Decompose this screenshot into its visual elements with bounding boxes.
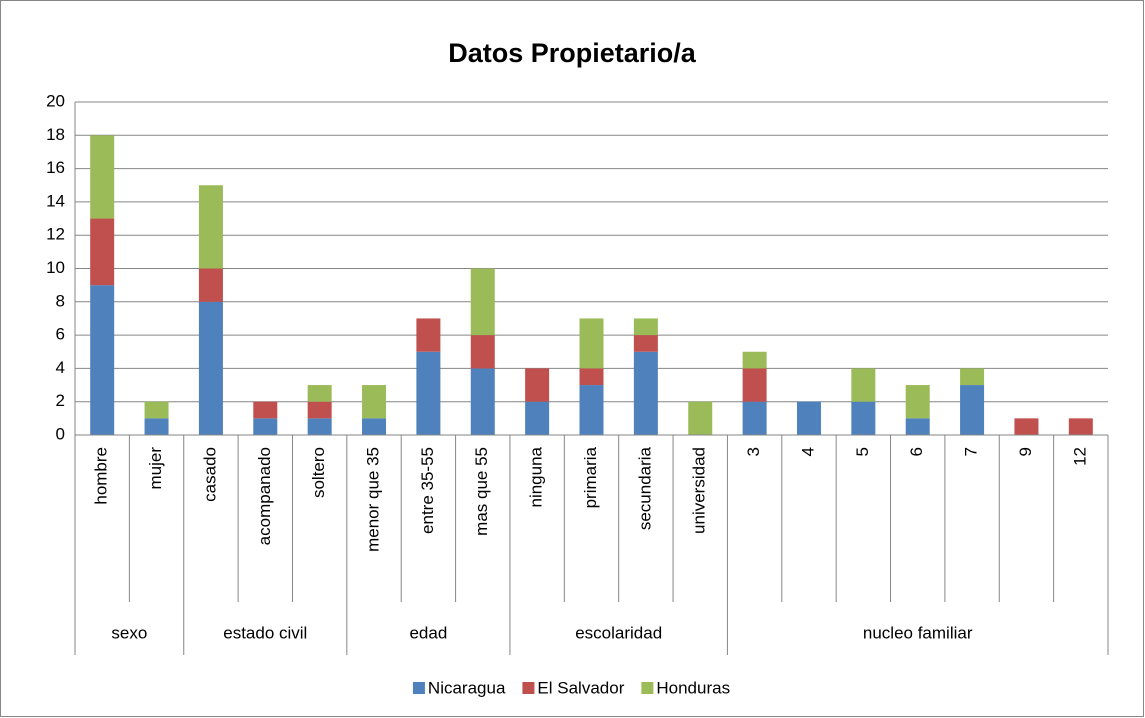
bar-segment	[851, 401, 876, 435]
group-label: nucleo familiar	[863, 623, 973, 642]
y-tick-label: 14	[46, 191, 65, 210]
bar-segment	[960, 385, 985, 435]
y-tick-label: 8	[56, 291, 65, 310]
bar-segment	[144, 401, 169, 419]
x-tick-label: soltero	[309, 447, 328, 498]
x-tick-label: secundaria	[635, 446, 654, 530]
bar-segment	[90, 285, 115, 435]
y-tick-label: 6	[56, 325, 65, 344]
bar-segment	[851, 368, 876, 402]
legend-label: Nicaragua	[428, 678, 506, 697]
bar-segment	[525, 401, 550, 435]
bar-segment	[579, 385, 604, 435]
bar-segment	[470, 335, 495, 369]
x-tick-label: menor que 35	[364, 447, 383, 552]
bar-segment	[198, 185, 223, 269]
bar-segment	[470, 368, 495, 435]
bar-segment	[742, 351, 767, 369]
y-tick-label: 0	[56, 424, 65, 443]
legend-swatch	[412, 682, 425, 694]
bar-segment	[688, 401, 713, 435]
bar-segment	[90, 218, 115, 286]
y-tick-label: 12	[46, 225, 65, 244]
bar-segment	[198, 268, 223, 302]
x-tick-label: ninguna	[527, 446, 546, 507]
bar-segment	[416, 318, 441, 352]
bar-segment	[362, 385, 387, 419]
legend-swatch	[641, 682, 654, 694]
bar-segment	[633, 318, 658, 336]
y-tick-label: 4	[56, 358, 65, 377]
legend-label: El Salvador	[537, 678, 624, 697]
x-tick-label: 5	[853, 447, 872, 456]
bar-segment	[742, 368, 767, 402]
x-tick-label: 7	[962, 447, 981, 456]
bar-segment	[525, 368, 550, 402]
x-tick-label: mujer	[146, 447, 165, 490]
bar-segment	[905, 385, 930, 419]
bar-segment	[905, 418, 930, 435]
bar-segment	[362, 418, 387, 435]
bar-segment	[960, 368, 985, 386]
x-tick-label: primaria	[581, 446, 600, 508]
x-tick-label: casado	[200, 447, 219, 502]
y-tick-label: 10	[46, 258, 65, 277]
bar-segment	[416, 351, 441, 435]
bar-segment	[198, 301, 223, 435]
group-label: estado civil	[223, 623, 307, 642]
bar-segment	[742, 401, 767, 435]
bar-segment	[253, 418, 278, 435]
x-tick-label: acompanado	[255, 447, 274, 545]
x-tick-label: entre 35-55	[418, 447, 437, 534]
bar-segment	[633, 335, 658, 352]
bar-segment	[470, 268, 495, 336]
bar-segment	[307, 385, 332, 402]
y-tick-label: 16	[46, 158, 65, 177]
bar-segment	[253, 401, 278, 419]
chart-title: Datos Propietario/a	[448, 38, 697, 68]
group-label: sexo	[111, 623, 147, 642]
bar-segment	[307, 401, 332, 419]
x-tick-label: 9	[1016, 447, 1035, 456]
group-label: escolaridad	[575, 623, 662, 642]
bar-segment	[633, 351, 658, 435]
y-tick-label: 18	[46, 125, 65, 144]
x-tick-label: 3	[744, 447, 763, 456]
x-tick-label: universidad	[690, 447, 709, 534]
x-tick-label: 6	[907, 447, 926, 456]
bar-segment	[90, 135, 115, 219]
bar-segment	[1014, 418, 1039, 435]
bar-segment	[1068, 418, 1093, 435]
bar-segment	[579, 368, 604, 386]
legend-label: Honduras	[656, 678, 730, 697]
y-tick-label: 20	[46, 91, 65, 110]
legend-swatch	[522, 682, 535, 694]
y-tick-label: 2	[56, 391, 65, 410]
x-tick-label: hombre	[92, 447, 111, 505]
bar-segment	[796, 401, 821, 435]
bar-segment	[307, 418, 332, 435]
bar-segment	[579, 318, 604, 369]
x-tick-label: 4	[798, 447, 817, 456]
group-label: edad	[409, 623, 447, 642]
x-tick-label: mas que 55	[472, 447, 491, 536]
x-tick-label: 12	[1070, 447, 1089, 466]
bar-segment	[144, 418, 169, 435]
